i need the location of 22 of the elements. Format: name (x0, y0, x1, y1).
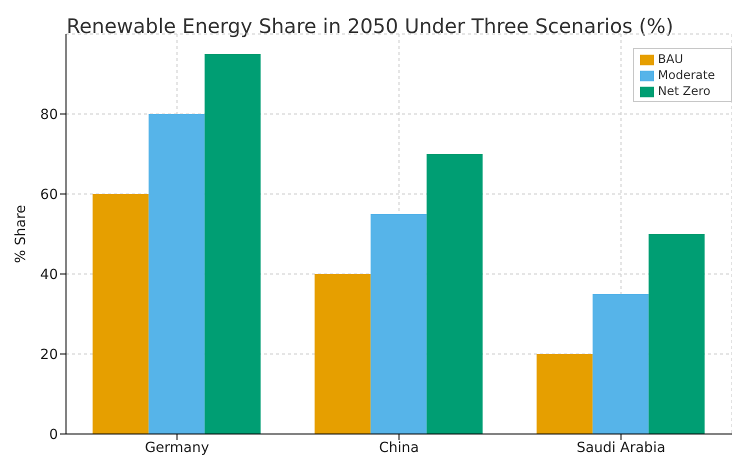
legend-label: BAU (658, 52, 684, 66)
legend-label: Net Zero (658, 84, 710, 98)
bar (314, 274, 371, 434)
y-tick-label: 20 (40, 346, 58, 363)
x-tick-label: Germany (144, 440, 210, 456)
bar (648, 234, 705, 434)
bar (204, 54, 261, 434)
y-tick-label: 40 (40, 266, 58, 283)
bar (426, 154, 483, 434)
y-tick-label: 60 (40, 186, 58, 203)
bar (370, 214, 427, 434)
bar (148, 114, 205, 434)
x-tick-label: China (379, 440, 419, 456)
bar (592, 294, 649, 434)
x-tick-label: Saudi Arabia (576, 440, 666, 456)
bar (536, 354, 593, 434)
bar (92, 194, 149, 434)
y-axis-title: % Share (12, 204, 29, 264)
y-tick-label: 0 (49, 426, 58, 443)
chart-title: Renewable Energy Share in 2050 Under Three Scenarios (%) (66, 14, 674, 38)
legend-label: Moderate (658, 68, 715, 82)
y-tick-label: 80 (40, 106, 58, 123)
